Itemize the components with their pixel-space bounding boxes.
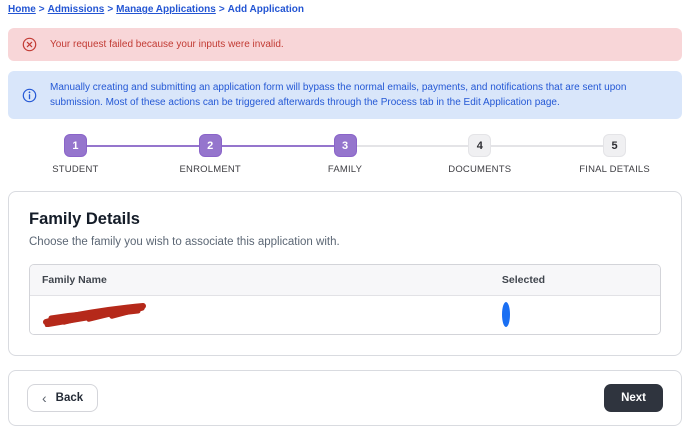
stepper-step-documents: 4 DOCUMENTS xyxy=(412,134,548,175)
error-alert-text: Your request failed because your inputs … xyxy=(50,39,284,50)
info-alert-text: Manually creating and submitting an appl… xyxy=(50,82,627,108)
step-number-box[interactable]: 5 xyxy=(603,134,627,157)
step-number-box[interactable]: 3 xyxy=(333,134,357,157)
stepper-step-final-details: 5 FINAL DETAILS xyxy=(547,134,682,175)
step-number-box[interactable]: 2 xyxy=(198,134,222,157)
step-label: ENROLMENT xyxy=(179,164,241,175)
page-title: Family Details xyxy=(29,210,140,228)
step-number-box[interactable]: 1 xyxy=(63,134,87,157)
stepper-connector xyxy=(491,144,548,147)
step-number-box[interactable]: 4 xyxy=(468,134,492,157)
breadcrumb-separator: > xyxy=(38,4,45,15)
next-button[interactable]: Next xyxy=(604,384,663,412)
stepper-connector xyxy=(277,144,334,147)
family-details-card: Family Details Choose the family you wis… xyxy=(8,191,682,356)
page-subtitle: Choose the family you wish to associate … xyxy=(29,236,340,248)
family-table: Family Name Selected xyxy=(29,264,661,335)
breadcrumb-home[interactable]: Home xyxy=(8,4,36,15)
breadcrumb-add-application: Add Application xyxy=(227,4,304,15)
stepper-connector xyxy=(356,144,413,147)
stepper-connector xyxy=(142,144,199,147)
column-header-selected: Selected xyxy=(501,274,546,286)
breadcrumb-separator: > xyxy=(218,4,225,15)
column-header-family-name: Family Name xyxy=(42,274,107,286)
breadcrumb: Home > Admissions > Manage Applications > Add … xyxy=(8,4,682,15)
step-label: FINAL DETAILS xyxy=(579,164,650,175)
family-table-header: Family Name Selected xyxy=(30,265,660,296)
stepper-step-family: 3 FAMILY xyxy=(277,134,413,175)
stepper-connector xyxy=(86,144,143,147)
step-label: STUDENT xyxy=(52,164,99,175)
family-selected-radio[interactable] xyxy=(501,302,510,327)
stepper-step-student: 1 STUDENT xyxy=(8,134,143,175)
stepper-connector xyxy=(547,144,604,147)
chevron-left-icon: ‹ xyxy=(42,390,47,406)
circle-x-icon xyxy=(22,37,37,52)
back-button[interactable]: ‹ Back xyxy=(27,384,99,412)
error-alert: Your request failed because your inputs … xyxy=(8,28,682,61)
info-alert: Manually creating and submitting an appl… xyxy=(8,71,682,119)
stepper: 1 STUDENT 2 ENROLMENT 3 FAMILY 4 DOCUMENTS 5 FINA… xyxy=(8,134,682,175)
stepper-connector xyxy=(221,144,278,147)
stepper-connector xyxy=(412,144,469,147)
stepper-connector xyxy=(626,145,682,147)
step-label: FAMILY xyxy=(327,164,363,175)
redaction-scribble-icon xyxy=(42,299,148,327)
breadcrumb-separator: > xyxy=(107,4,114,15)
back-button-label: Back xyxy=(55,392,84,404)
breadcrumb-admissions[interactable]: Admissions xyxy=(47,4,105,15)
wizard-footer: ‹ Back Next xyxy=(8,370,682,426)
stepper-step-enrolment: 2 ENROLMENT xyxy=(142,134,278,175)
table-row xyxy=(30,296,660,334)
step-label: DOCUMENTS xyxy=(448,164,512,175)
stepper-connector xyxy=(8,145,64,147)
breadcrumb-manage-applications[interactable]: Manage Applications xyxy=(116,4,216,15)
circle-info-icon xyxy=(22,88,37,103)
